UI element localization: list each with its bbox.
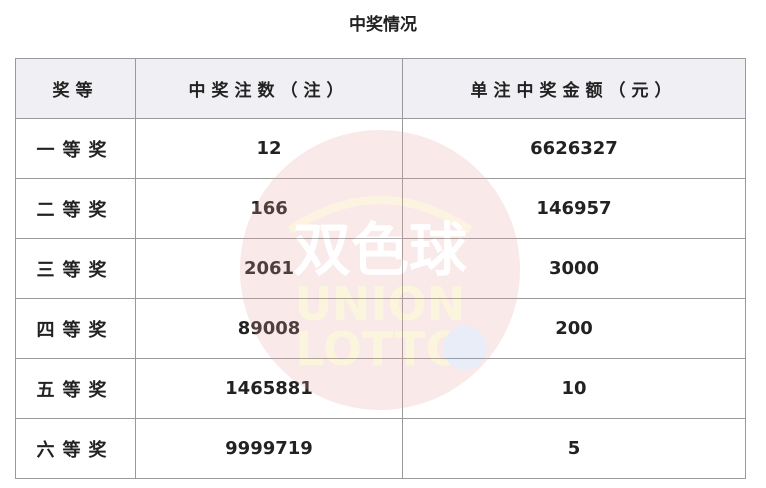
- header-level: 奖等: [15, 58, 136, 119]
- table-row: 三等奖 2061 3000: [15, 238, 746, 299]
- winner-count: 1465881: [135, 358, 403, 419]
- table-row: 二等奖 166 146957: [15, 178, 746, 239]
- winner-count: 12: [135, 118, 403, 179]
- prize-amount: 5: [402, 418, 746, 479]
- winner-count: 9999719: [135, 418, 403, 479]
- prize-level: 三等奖: [15, 238, 136, 299]
- prize-amount: 6626327: [402, 118, 746, 179]
- prize-amount: 146957: [402, 178, 746, 239]
- header-count: 中奖注数（注）: [135, 58, 403, 119]
- table-row: 六等奖 9999719 5: [15, 418, 746, 479]
- header-amount: 单注中奖金额（元）: [402, 58, 746, 119]
- table-row: 五等奖 1465881 10: [15, 358, 746, 419]
- prize-table: 奖等 中奖注数（注） 单注中奖金额（元） 一等奖 12 6626327 二等奖 166…: [15, 58, 746, 479]
- prize-level: 二等奖: [15, 178, 136, 239]
- prize-level: 五等奖: [15, 358, 136, 419]
- prize-amount: 10: [402, 358, 746, 419]
- winner-count: 2061: [135, 238, 403, 299]
- table-header-row: 奖等 中奖注数（注） 单注中奖金额（元）: [15, 58, 746, 119]
- page-title: 中奖情况: [349, 15, 417, 35]
- prize-level: 四等奖: [15, 298, 136, 359]
- table-row: 四等奖 89008 200: [15, 298, 746, 359]
- prize-amount: 3000: [402, 238, 746, 299]
- prize-level: 一等奖: [15, 118, 136, 179]
- table-row: 一等奖 12 6626327: [15, 118, 746, 179]
- winner-count: 166: [135, 178, 403, 239]
- winner-count: 89008: [135, 298, 403, 359]
- prize-level: 六等奖: [15, 418, 136, 479]
- prize-amount: 200: [402, 298, 746, 359]
